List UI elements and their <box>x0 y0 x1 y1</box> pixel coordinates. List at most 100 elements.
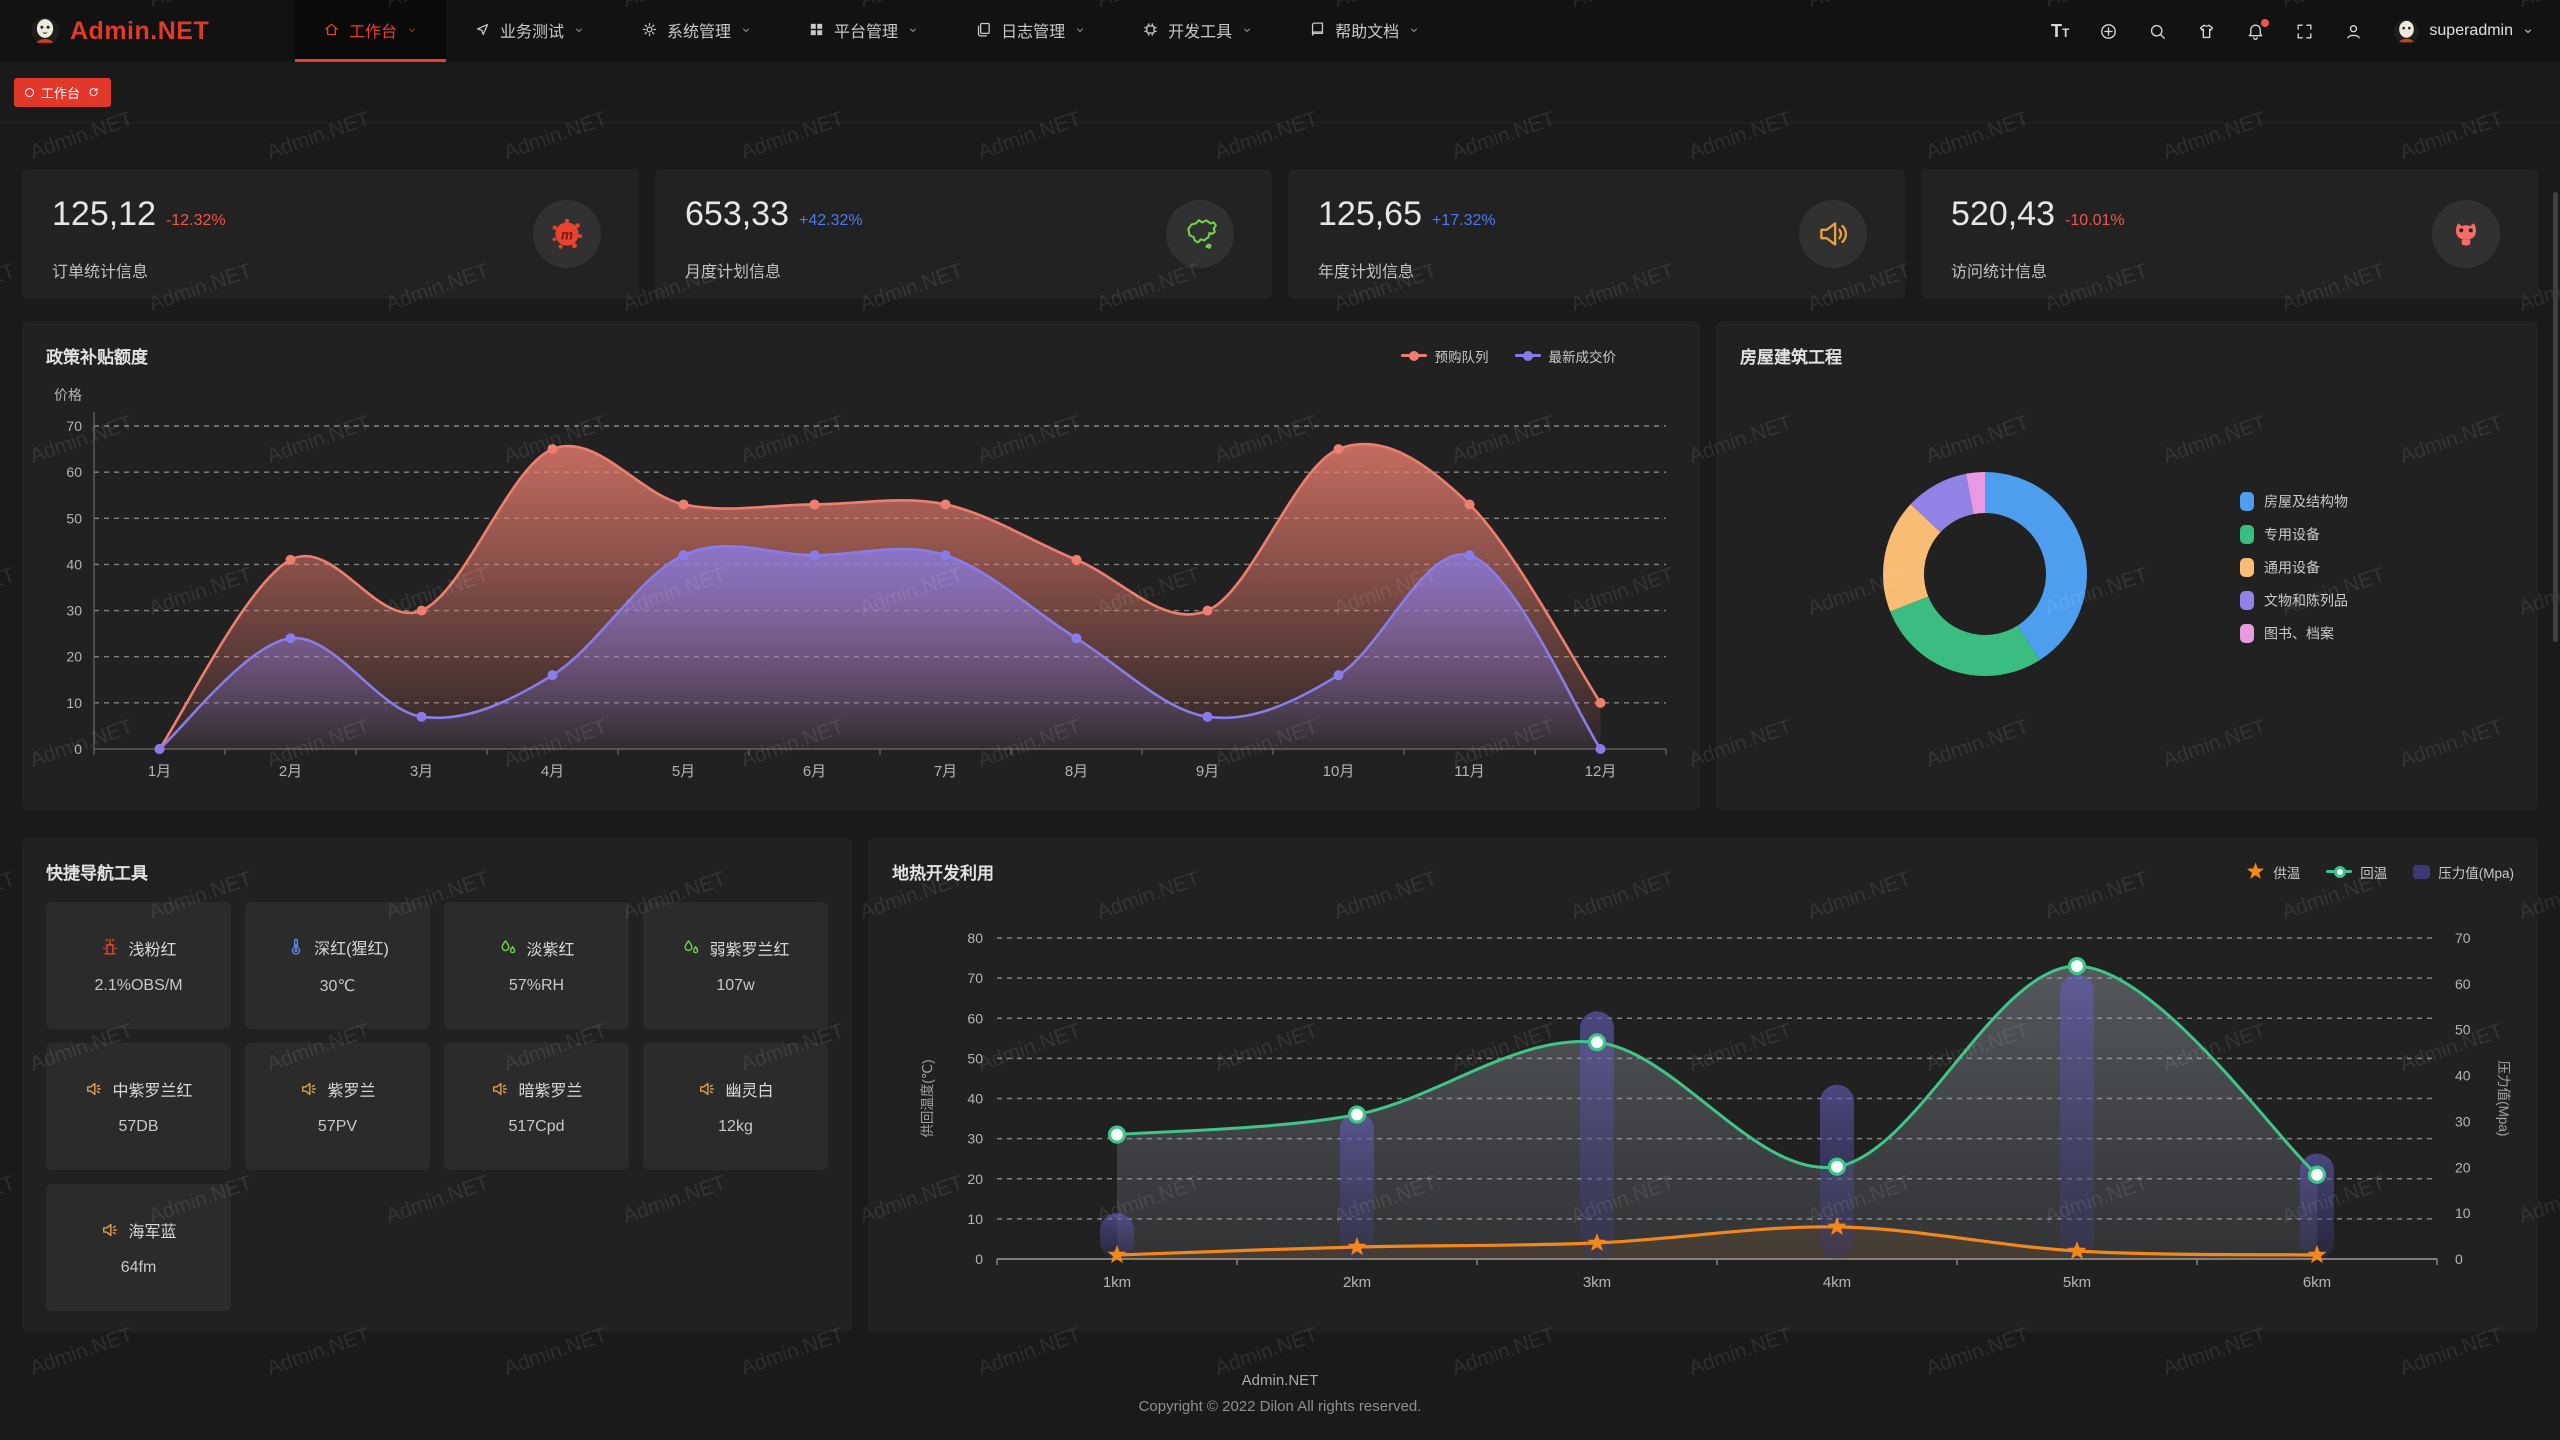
tile-label: 浅粉红 <box>128 942 177 959</box>
legend-item-2[interactable]: 回温 <box>2326 862 2387 882</box>
area-chart-legend: 预购队列 最新成交价 <box>1400 346 1616 366</box>
menu-item-label: 业务测试 <box>500 23 565 41</box>
user-menu[interactable]: superadmin <box>2393 18 2534 45</box>
chevron-down-icon <box>740 24 752 36</box>
legend-item-1[interactable]: 预购队列 <box>1400 346 1489 366</box>
chevron-down-icon <box>2525 29 2531 33</box>
theme-shirt-icon[interactable] <box>2197 22 2216 41</box>
svg-text:4km: 4km <box>1823 1274 1851 1291</box>
svg-text:压力值(Mpa): 压力值(Mpa) <box>2496 1061 2511 1137</box>
menu-item-label: 工作台 <box>349 23 398 41</box>
panel-title-policy-subsidy: 政策补贴额度 <box>46 348 148 367</box>
tile-value: 30℃ <box>319 978 356 995</box>
stat-label: 访问统计信息 <box>1951 264 2048 281</box>
legend-item-1[interactable]: 供温 <box>2246 862 2300 882</box>
policy-subsidy-area-chart: 0 10 20 30 40 50 60 70 价格 1月 2月 3月 4月 5月 6月 7月 8月 9月 10月 11… <box>54 387 1667 780</box>
fullscreen-icon[interactable] <box>2295 22 2314 41</box>
menu-item-dev-tools[interactable]: 开发工具 <box>1114 0 1281 62</box>
svg-text:10: 10 <box>967 1211 983 1227</box>
menu-item-label: 日志管理 <box>1001 23 1066 41</box>
svg-text:4月: 4月 <box>541 763 564 780</box>
search-icon[interactable] <box>2148 22 2167 41</box>
svg-text:20: 20 <box>967 1171 983 1187</box>
geothermal-line-bar-chart: 0 10 20 30 40 50 60 70 80 0 10 20 30 40 50 60 70 供回温度(℃) 压… <box>920 930 2511 1291</box>
scrollbar-thumb[interactable] <box>2553 192 2558 642</box>
legend-label: 回温 <box>2360 865 2388 881</box>
tag-label: 工作台 <box>41 85 81 101</box>
svg-text:20: 20 <box>2455 1159 2471 1175</box>
menu-item-label: 平台管理 <box>834 23 899 41</box>
chevron-down-icon <box>573 24 585 36</box>
quick-nav-tile-7[interactable]: 暗紫罗兰 517Cpd <box>444 1043 629 1170</box>
grid-icon <box>808 21 825 38</box>
refresh-icon[interactable] <box>87 86 100 99</box>
user-icon[interactable] <box>2344 22 2363 41</box>
svg-text:3月: 3月 <box>410 763 433 780</box>
menu-item-workbench[interactable]: 工作台 <box>295 0 447 62</box>
quick-nav-tile-6[interactable]: 紫罗兰 57PV <box>245 1043 430 1170</box>
quick-nav-tile-5[interactable]: 中紫罗兰红 57DB <box>46 1043 231 1170</box>
svg-text:70: 70 <box>66 418 82 434</box>
tag-workbench[interactable]: 工作台 <box>14 77 112 107</box>
svg-text:6km: 6km <box>2303 1274 2331 1291</box>
svg-text:房屋及结构物: 房屋及结构物 <box>2264 494 2348 510</box>
chevron-down-icon <box>907 24 919 36</box>
svg-text:30: 30 <box>2455 1113 2471 1129</box>
footer-copyright: Copyright © 2022 Dilon All rights reserv… <box>1138 1398 1422 1416</box>
menu-item-business-test[interactable]: 业务测试 <box>446 0 613 62</box>
panel-geothermal: 地热开发利用 供温 回温 压力值(Mpa) 0 10 20 30 40 50 60 70 80 0 10… <box>868 837 2538 1332</box>
menu-item-system-mgmt[interactable]: 系统管理 <box>613 0 780 62</box>
tile-label: 中紫罗兰红 <box>112 1083 193 1100</box>
tile-label: 淡紫红 <box>526 942 575 959</box>
tile-label: 暗紫罗兰 <box>518 1083 583 1100</box>
svg-text:0: 0 <box>2455 1251 2463 1267</box>
svg-text:11月: 11月 <box>1454 763 1485 780</box>
svg-text:9月: 9月 <box>1196 763 1219 780</box>
stat-card-2[interactable]: 653,33 +42.32% 月度计划信息 <box>655 169 1272 299</box>
menu-item-log-mgmt[interactable]: 日志管理 <box>947 0 1114 62</box>
speaker-icon <box>299 1079 319 1099</box>
speaker-icon <box>100 1220 120 1240</box>
app-logo[interactable]: Admin.NET <box>0 0 295 62</box>
quick-nav-tile-8[interactable]: 幽灵白 12kg <box>643 1043 828 1170</box>
page-footer: Admin.NET Copyright © 2022 Dilon All rig… <box>22 1368 2538 1421</box>
tile-value: 64fm <box>120 1259 157 1276</box>
language-icon[interactable] <box>2099 22 2118 41</box>
stat-card-3[interactable]: 125,65 +17.32% 年度计划信息 <box>1288 169 1905 299</box>
tile-label: 幽灵白 <box>725 1083 774 1100</box>
menu-item-platform-mgmt[interactable]: 平台管理 <box>780 0 947 62</box>
svg-text:10: 10 <box>66 695 82 711</box>
menu-item-label: 开发工具 <box>1168 23 1233 41</box>
svg-text:2月: 2月 <box>279 763 302 780</box>
meetup-splat-icon: m <box>533 200 601 268</box>
quick-nav-tile-1[interactable]: 浅粉红 2.1%OBS/M <box>46 902 231 1029</box>
speaker-icon <box>84 1079 104 1099</box>
bell-icon[interactable] <box>2246 18 2270 41</box>
svg-text:40: 40 <box>66 556 82 572</box>
quick-nav-tile-3[interactable]: 淡紫红 57%RH <box>444 902 629 1029</box>
stat-value: 653,33 +42.32% <box>685 195 863 233</box>
svg-text:0: 0 <box>74 741 82 757</box>
panel-title-quick-nav: 快捷导航工具 <box>46 864 148 883</box>
location-arrow-icon <box>474 21 491 38</box>
menu-item-help-docs[interactable]: 帮助文档 <box>1281 0 1448 62</box>
panel-policy-subsidy: 政策补贴额度 预购队列 最新成交价 0 10 20 30 40 50 60 70 价格 1月 2月 3月… <box>22 321 1700 811</box>
stat-card-4[interactable]: 520,43 -10.01% 访问统计信息 <box>1921 169 2538 299</box>
logo-text: Admin.NET <box>70 16 210 45</box>
tile-value: 517Cpd <box>508 1118 565 1135</box>
quick-nav-tile-4[interactable]: 弱紫罗兰红 107w <box>643 902 828 1029</box>
font-size-icon[interactable]: TT <box>2051 21 2070 41</box>
svg-text:1km: 1km <box>1103 1274 1131 1291</box>
china-map-icon <box>1166 200 1234 268</box>
quick-nav-tile-9[interactable]: 海军蓝 64fm <box>46 1184 231 1311</box>
panel-quick-nav: 快捷导航工具 浅粉红 2.1%OBS/M 深红(猩红) 30℃ 淡紫红 57%RH 弱紫罗兰… <box>22 837 852 1332</box>
quick-nav-tile-2[interactable]: 深红(猩红) 30℃ <box>245 902 430 1029</box>
avatar <box>2394 18 2420 44</box>
legend-item-2[interactable]: 最新成交价 <box>1514 346 1616 366</box>
stat-card-1[interactable]: 125,12 -12.32% 订单统计信息 m <box>22 169 639 299</box>
chip-icon <box>1142 21 1159 38</box>
legend-item-3[interactable]: 压力值(Mpa) <box>2413 862 2514 882</box>
main-content: 125,12 -12.32% 订单统计信息 m 653,33 +42.32% 月度计划信息 1… <box>0 169 2560 1421</box>
home-icon <box>323 21 340 38</box>
